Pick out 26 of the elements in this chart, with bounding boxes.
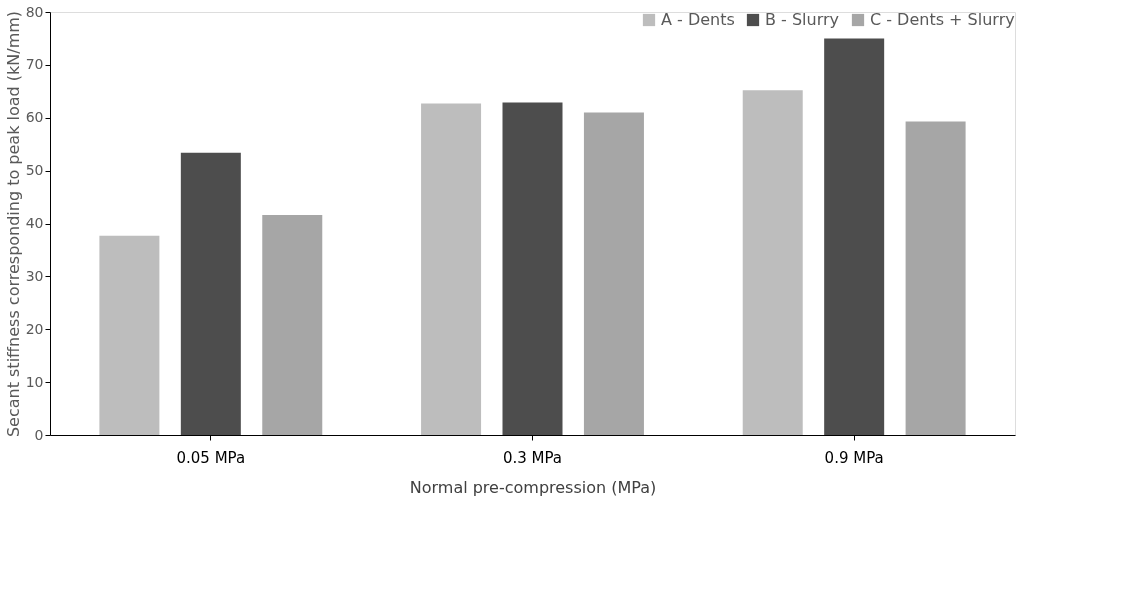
y-axis-title: Secant stiffness corresponding to peak load (kN/mm) — [3, 10, 23, 438]
legend-label: C - Dents + Slurry — [870, 10, 1015, 29]
y-tick-label: 0 — [34, 426, 44, 443]
y-tick-label: 70 — [25, 56, 44, 73]
y-tick-label: 20 — [25, 320, 44, 337]
bar — [905, 121, 966, 435]
legend-label: A - Dents — [661, 10, 735, 29]
bar — [421, 103, 482, 435]
x-tick-label: 0.3 MPa — [502, 448, 563, 467]
y-tick-label: 50 — [25, 162, 44, 179]
bar — [824, 38, 885, 435]
x-axis-title: Normal pre-compression (MPa) — [409, 477, 657, 497]
y-tick-label: 10 — [25, 373, 44, 390]
bar — [583, 112, 644, 435]
bar — [502, 102, 563, 435]
y-tick-label: 30 — [25, 267, 44, 284]
bar — [180, 152, 241, 435]
bar — [262, 215, 323, 435]
y-tick-label: 80 — [25, 3, 44, 20]
legend-label: B - Slurry — [765, 10, 840, 29]
x-tick-label: 0.9 MPa — [824, 448, 884, 467]
x-tick-label: 0.05 MPa — [176, 448, 246, 467]
bar — [742, 90, 803, 435]
y-tick-label: 60 — [25, 109, 44, 126]
bar — [99, 235, 160, 435]
y-tick-label: 40 — [25, 215, 44, 231]
